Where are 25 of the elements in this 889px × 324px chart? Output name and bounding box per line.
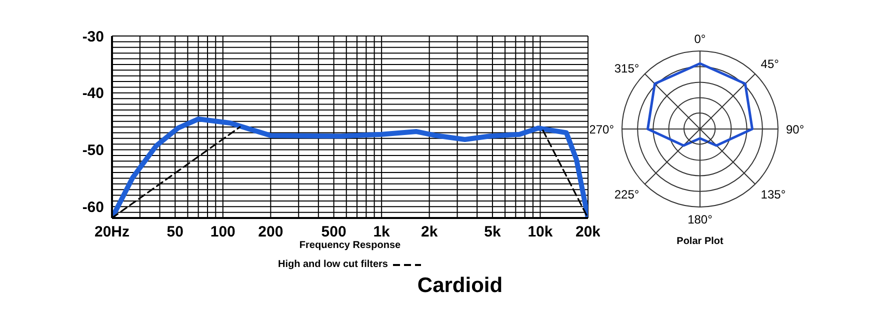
x-tick-label: 1k (373, 224, 391, 241)
text: Polar Plot (676, 236, 724, 247)
y-tick-label: -60 (82, 198, 104, 216)
x-tick-label: 50 (166, 224, 184, 241)
spoke-label: 315° (614, 61, 640, 76)
spoke-label: 45° (760, 57, 780, 72)
x-tick-label: 10k (528, 224, 554, 241)
y-tick-label: -50 (82, 142, 104, 160)
x-tick-label: 5k (484, 224, 502, 241)
spoke-label: 90° (786, 122, 804, 136)
spoke-label: 270° (589, 122, 614, 136)
x-tick-label: 2k (420, 224, 438, 241)
y-tick-label: -40 (82, 85, 104, 102)
spoke-label: 225° (614, 187, 640, 202)
x-tick-label: 500 (321, 224, 346, 241)
spoke-label: 180° (688, 212, 713, 227)
y-tick-label: -30 (82, 28, 104, 46)
legend-label: High and low cut filters (278, 259, 388, 270)
text: Cardioid (416, 274, 504, 298)
x-axis-title: Frequency Response (299, 240, 402, 251)
x-tick-label: 100 (210, 224, 236, 241)
x-tick-label: 20Hz (94, 224, 130, 241)
spoke-label: 135° (760, 187, 786, 202)
x-tick-label: 200 (258, 224, 284, 241)
spoke-label: 0° (694, 32, 706, 46)
